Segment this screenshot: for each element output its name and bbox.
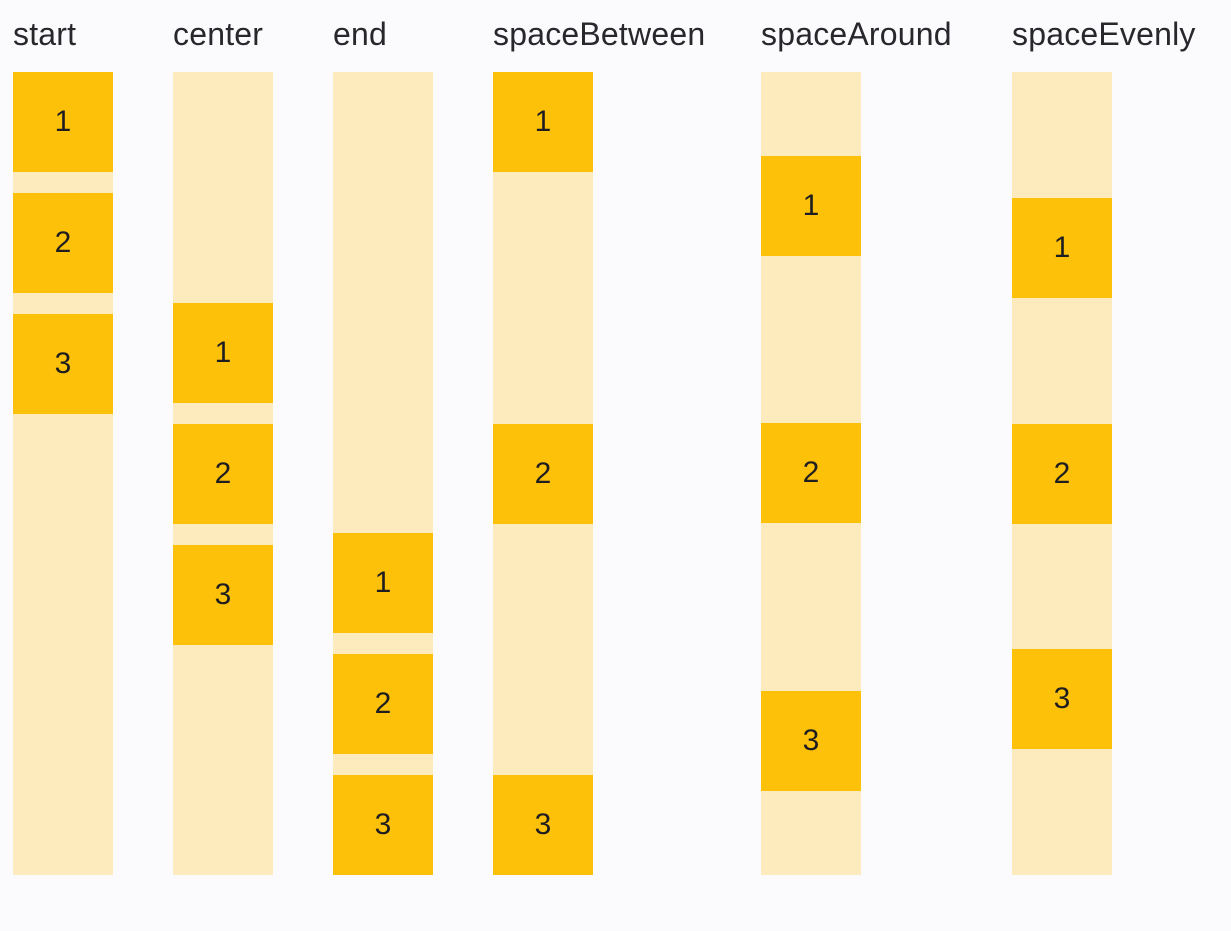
demo-box: 3 bbox=[13, 314, 113, 414]
demo-box: 2 bbox=[13, 193, 113, 293]
demo-box: 3 bbox=[333, 775, 433, 875]
column-label-start: start bbox=[13, 16, 77, 52]
demo-box: 3 bbox=[493, 775, 593, 875]
demo-box: 1 bbox=[333, 533, 433, 633]
demo-box: 1 bbox=[761, 155, 861, 256]
column-label-spaceAround: spaceAround bbox=[761, 16, 952, 52]
column-group-spaceEvenly: spaceEvenly 1 2 3 bbox=[1012, 14, 1196, 875]
flex-container-spaceAround: 1 2 3 bbox=[761, 72, 861, 875]
column-group-end: end 1 2 3 bbox=[333, 14, 433, 875]
demo-box: 2 bbox=[493, 423, 593, 524]
column-group-spaceAround: spaceAround 1 2 3 bbox=[761, 14, 952, 875]
demo-box: 3 bbox=[1012, 649, 1112, 750]
demo-box: 1 bbox=[1012, 197, 1112, 298]
column-group-start: start 1 2 3 bbox=[13, 14, 113, 875]
column-group-spaceBetween: spaceBetween 1 2 3 bbox=[493, 14, 705, 875]
flex-container-center: 1 2 3 bbox=[173, 72, 273, 875]
demo-box: 2 bbox=[173, 423, 273, 524]
demo-box: 2 bbox=[1012, 423, 1112, 524]
flex-container-spaceEvenly: 1 2 3 bbox=[1012, 72, 1112, 875]
demo-box: 1 bbox=[13, 72, 113, 172]
column-group-center: center 1 2 3 bbox=[173, 14, 273, 875]
column-label-center: center bbox=[173, 16, 264, 52]
demo-box: 1 bbox=[493, 72, 593, 172]
demo-box: 1 bbox=[173, 302, 273, 403]
demo-box: 2 bbox=[761, 423, 861, 524]
flex-container-end: 1 2 3 bbox=[333, 72, 433, 875]
flex-container-start: 1 2 3 bbox=[13, 72, 113, 875]
demo-box: 3 bbox=[761, 691, 861, 792]
column-label-spaceEvenly: spaceEvenly bbox=[1012, 16, 1196, 52]
column-label-spaceBetween: spaceBetween bbox=[493, 16, 706, 52]
column-label-end: end bbox=[333, 16, 387, 52]
flex-container-spaceBetween: 1 2 3 bbox=[493, 72, 593, 875]
demo-box: 2 bbox=[333, 654, 433, 754]
demo-box: 3 bbox=[173, 544, 273, 645]
